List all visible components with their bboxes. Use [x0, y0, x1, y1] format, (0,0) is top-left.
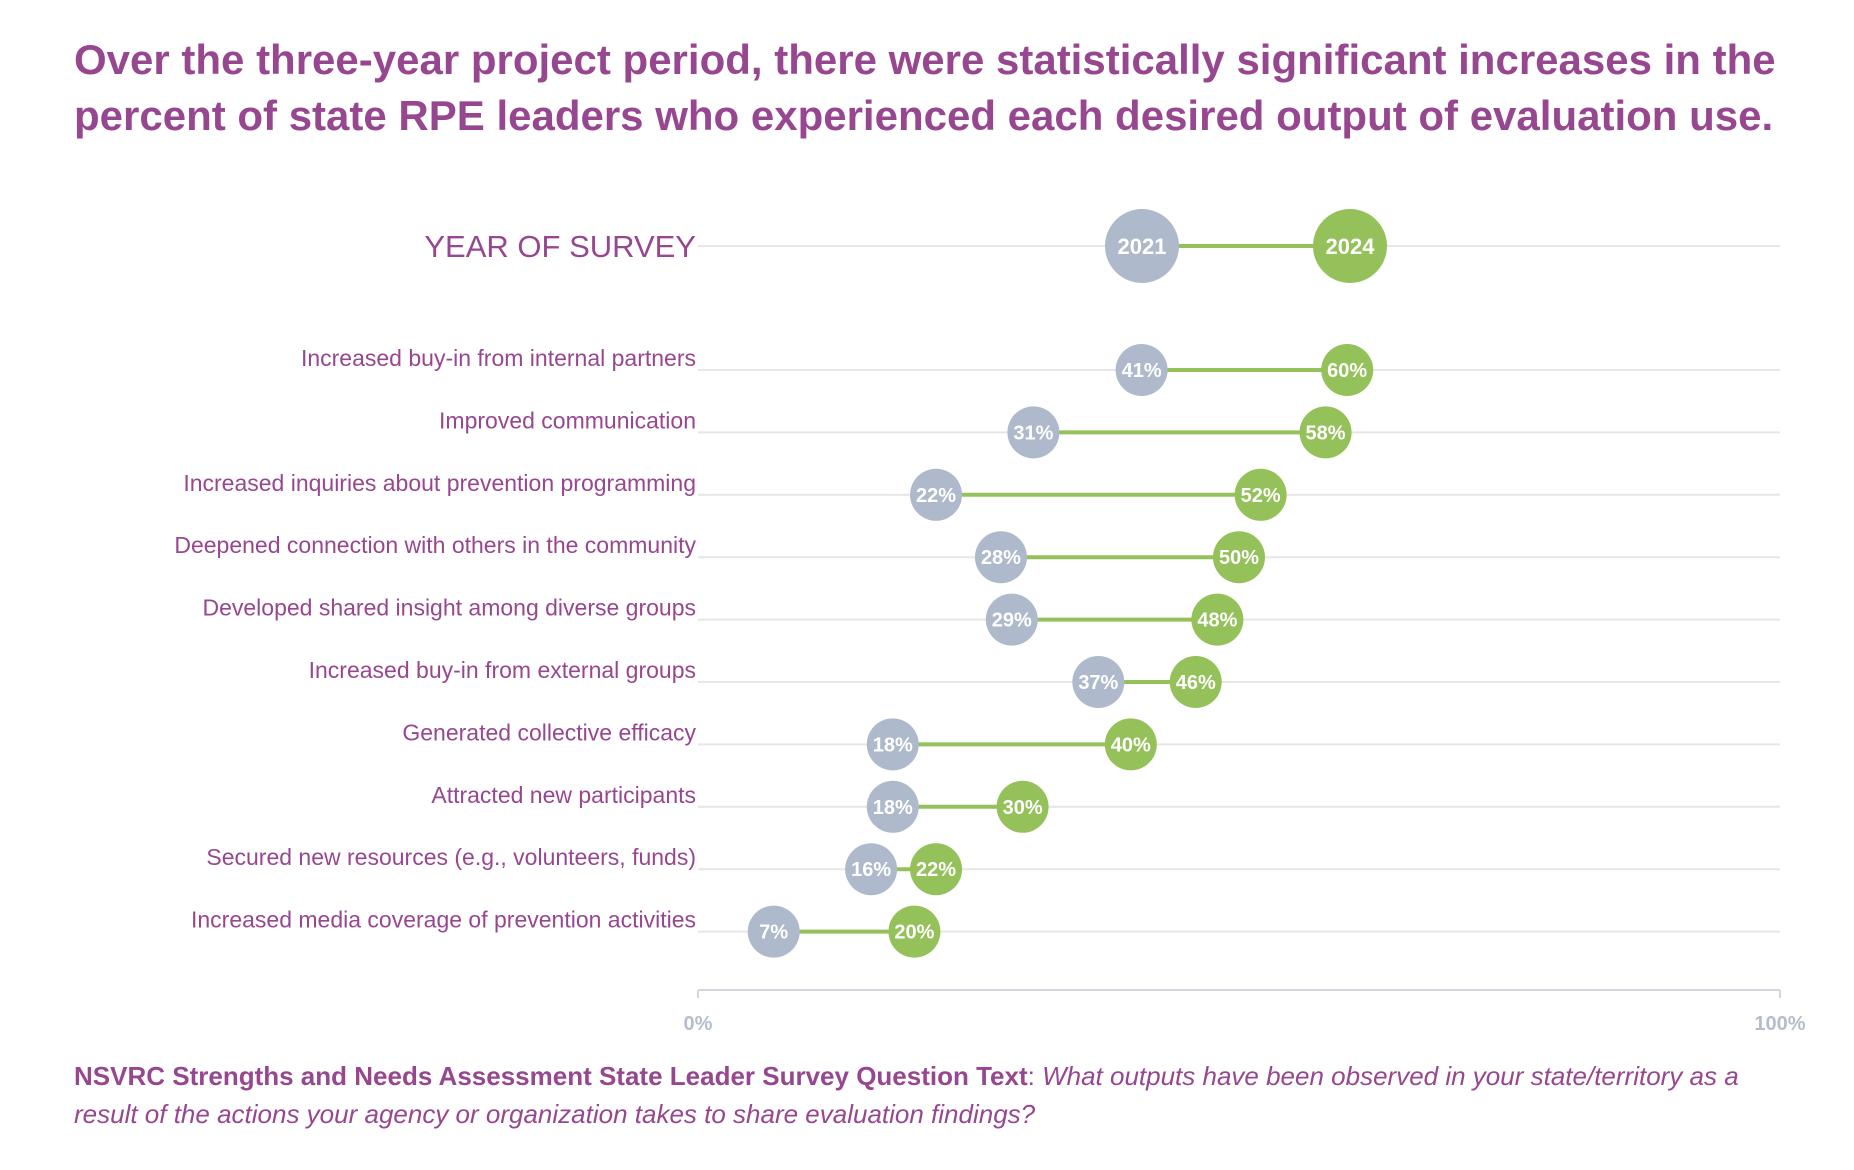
dot-label-2024: 52%: [1241, 485, 1281, 507]
dumbbell-chart: YEAR OF SURVEY 2021 2024 Increased buy-in f…: [174, 209, 1806, 1035]
dot-2024: [888, 905, 941, 958]
category-label: Secured new resources (e.g., volunteers,…: [206, 844, 696, 870]
dot-2024: [1299, 406, 1352, 459]
category-label: Increased buy-in from internal partners: [301, 345, 696, 371]
dot-label-2021: 22%: [916, 485, 956, 507]
category-label: Generated collective efficacy: [402, 719, 696, 745]
dot-2024: [1321, 344, 1374, 396]
dot-label-2024: 40%: [1111, 734, 1151, 756]
dot-label-2021: 28%: [981, 547, 1021, 569]
dot-label-2024: 46%: [1176, 672, 1216, 694]
dot-2024: [1213, 531, 1265, 584]
category-label: Increased buy-in from external groups: [309, 657, 696, 683]
dot-2021: [985, 593, 1038, 646]
dot-label-2024: 60%: [1327, 360, 1367, 382]
dot-2021: [747, 905, 800, 958]
dot-label-2024: 30%: [1003, 797, 1043, 819]
dot-label-2021: 18%: [873, 797, 913, 819]
category-label: Attracted new participants: [431, 782, 696, 808]
dot-2024: [996, 780, 1049, 833]
category-label: Developed shared insight among diverse g…: [202, 595, 696, 621]
dot-label-2024: 22%: [916, 859, 956, 881]
category-label: Deepened connection with others in the c…: [174, 532, 696, 558]
legend-dot-2021: [1105, 209, 1179, 283]
dot-2024: [1191, 593, 1244, 646]
dot-2021: [1115, 344, 1168, 396]
dot-label-2024: 48%: [1197, 610, 1237, 632]
legend-label-2021: 2021: [1118, 234, 1167, 259]
category-label: Improved communication: [439, 407, 696, 433]
chart-title: Over the three-year project period, ther…: [74, 36, 1776, 139]
dot-2024: [1169, 656, 1222, 708]
dot-label-2024: 58%: [1306, 422, 1346, 444]
dot-label-2021: 7%: [759, 922, 788, 944]
dot-label-2021: 16%: [851, 859, 891, 881]
dot-label-2021: 37%: [1078, 672, 1118, 694]
dot-2021: [974, 531, 1027, 584]
x-tick-label: 0%: [684, 1013, 713, 1035]
dot-2021: [866, 718, 919, 771]
legend-label-2024: 2024: [1326, 234, 1376, 259]
dot-2021: [910, 468, 963, 521]
dot-2024: [1104, 718, 1157, 771]
dot-2024: [910, 843, 963, 896]
dot-label-2024: 50%: [1219, 547, 1259, 569]
footer-source-label: NSVRC Strengths and Needs Assessment Sta…: [74, 1061, 1028, 1091]
category-label: Increased media coverage of prevention a…: [191, 907, 696, 933]
footer-separator: :: [1027, 1061, 1043, 1091]
dot-2021: [1007, 406, 1060, 459]
category-label: Increased inquiries about prevention pro…: [183, 470, 696, 496]
dot-2021: [1072, 656, 1125, 708]
x-tick-label: 100%: [1754, 1013, 1805, 1035]
dot-2021: [866, 780, 919, 833]
footer-note: NSVRC Strengths and Needs Assessment Sta…: [74, 1057, 1794, 1133]
dot-label-2024: 20%: [894, 922, 934, 944]
dot-label-2021: 18%: [873, 734, 913, 756]
footer-question: What outputs have been observed in your …: [74, 1061, 1739, 1129]
dot-2021: [845, 843, 898, 896]
dot-label-2021: 31%: [1013, 422, 1053, 444]
dot-2024: [1234, 468, 1287, 521]
dot-label-2021: 41%: [1122, 360, 1162, 382]
legend-title: YEAR OF SURVEY: [424, 229, 696, 264]
dot-label-2021: 29%: [992, 610, 1032, 632]
legend-dot-2024: [1313, 209, 1387, 283]
